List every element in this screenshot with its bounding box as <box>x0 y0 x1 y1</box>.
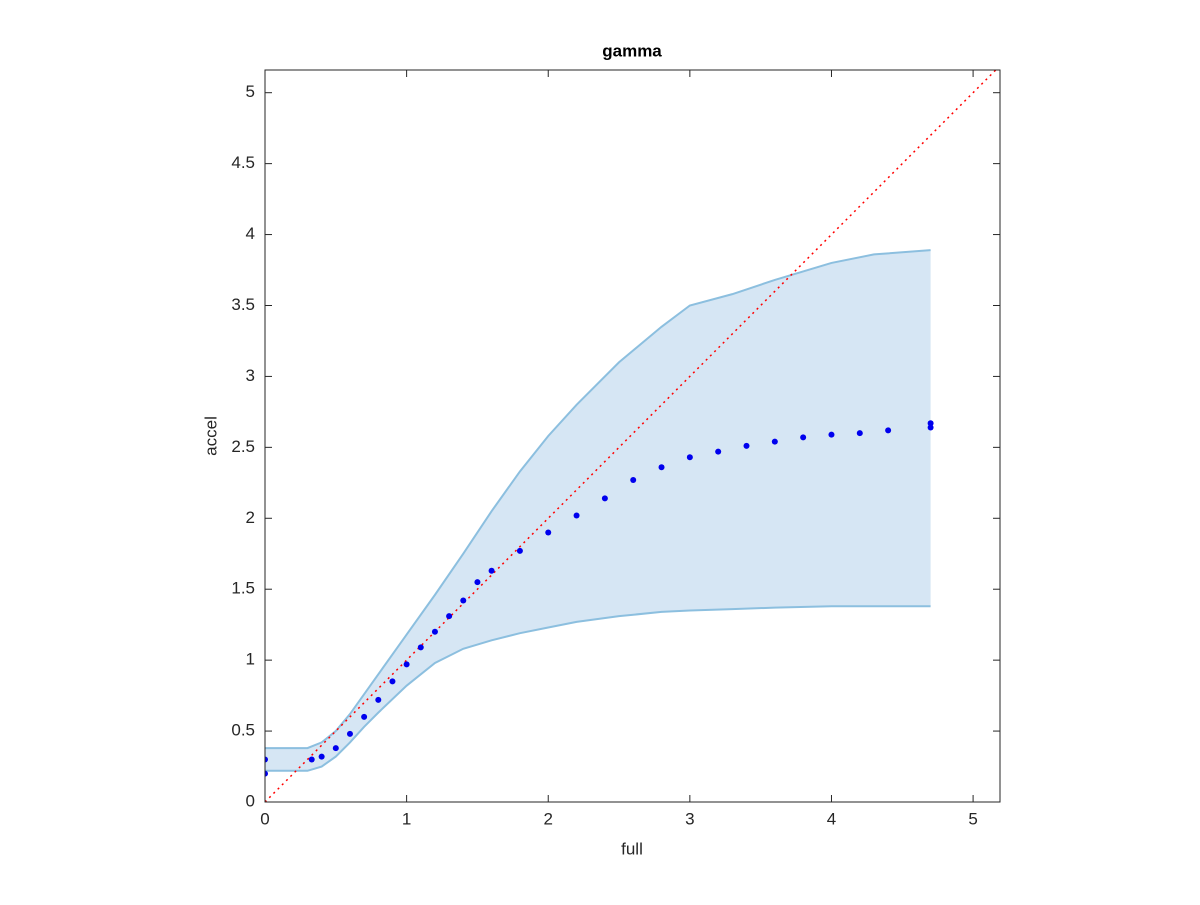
data-point <box>346 730 353 737</box>
reference-line <box>265 70 997 802</box>
x-axis-label: full <box>621 839 643 858</box>
x-tick-label: 1 <box>402 809 411 828</box>
data-point <box>375 696 382 703</box>
y-tick-label: 3.5 <box>231 295 255 314</box>
data-point <box>927 420 934 427</box>
x-tick-label: 0 <box>260 809 269 828</box>
plot-area <box>265 70 997 802</box>
x-tick-label: 2 <box>544 809 553 828</box>
y-tick-label: 0 <box>246 791 255 810</box>
data-point <box>573 512 580 519</box>
data-point <box>446 613 453 620</box>
y-axis-label: accel <box>201 416 220 456</box>
y-tick-label: 2 <box>246 508 255 527</box>
data-point <box>885 427 892 434</box>
y-tick-label: 3 <box>246 366 255 385</box>
data-point <box>927 424 934 431</box>
data-point <box>460 597 467 604</box>
data-point <box>474 579 481 586</box>
x-tick-label: 5 <box>968 809 977 828</box>
data-point <box>715 448 722 455</box>
data-point <box>545 529 552 536</box>
data-point <box>686 454 693 461</box>
data-point <box>389 678 396 685</box>
data-point <box>601 495 608 502</box>
y-tick-label: 1.5 <box>231 579 255 598</box>
data-point <box>431 628 438 635</box>
y-tick-label: 4.5 <box>231 153 255 172</box>
data-point <box>856 430 863 437</box>
y-tick-label: 5 <box>246 82 255 101</box>
y-tick-label: 0.5 <box>231 721 255 740</box>
y-tick-label: 2.5 <box>231 437 255 456</box>
chart-title: gamma <box>602 41 662 60</box>
data-point <box>658 464 665 471</box>
y-tick-label: 1 <box>246 650 255 669</box>
data-point <box>403 661 410 668</box>
data-point <box>800 434 807 441</box>
data-point <box>265 756 268 763</box>
band-upper-edge <box>265 249 931 750</box>
data-point <box>417 644 424 651</box>
x-tick-label: 3 <box>685 809 694 828</box>
data-point <box>361 713 368 720</box>
band-lower-edge <box>265 605 931 772</box>
axes-box <box>264 69 1001 803</box>
data-point <box>265 770 268 777</box>
data-point <box>308 756 315 763</box>
data-point <box>771 438 778 445</box>
x-tick-label: 4 <box>827 809 836 828</box>
data-point <box>516 547 523 554</box>
data-point <box>743 442 750 449</box>
y-tick-label: 4 <box>246 224 255 243</box>
data-point <box>630 476 637 483</box>
confidence-band <box>265 250 931 771</box>
data-point <box>332 745 339 752</box>
data-point <box>828 431 835 438</box>
data-point <box>488 567 495 574</box>
data-point <box>318 753 325 760</box>
